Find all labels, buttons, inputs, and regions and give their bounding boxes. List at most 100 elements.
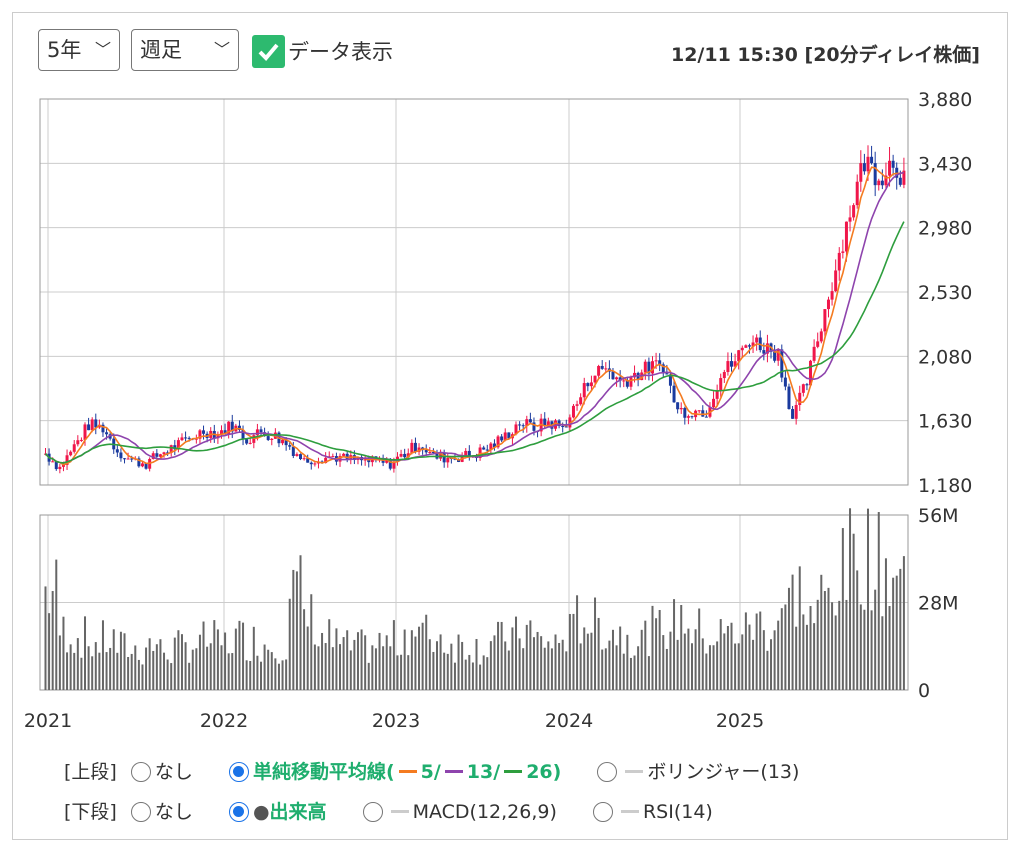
- candle-body: [259, 429, 263, 433]
- volume-bar: [511, 627, 514, 690]
- radio[interactable]: [362, 802, 383, 822]
- volume-bar: [392, 620, 395, 690]
- candle-body: [137, 458, 141, 467]
- volume-bar: [859, 604, 862, 690]
- volume-bar: [856, 570, 859, 690]
- candle-body: [385, 458, 389, 463]
- volume-bar: [374, 648, 377, 690]
- macd-swatch: [390, 810, 409, 813]
- candle-body: [834, 270, 838, 292]
- volume-tick-label: 56M: [918, 505, 959, 527]
- volume-bar: [611, 629, 614, 690]
- period-select[interactable]: 5年 ﹀: [38, 29, 120, 71]
- option-label: 出来高: [269, 801, 327, 823]
- data-display-checkbox[interactable]: [252, 35, 285, 68]
- chevron-down-icon: ﹀: [94, 40, 111, 59]
- lower-volume-option[interactable]: ●出来高: [228, 801, 327, 823]
- lower-rsi-option[interactable]: RSI(14): [592, 801, 713, 823]
- volume-bar: [892, 577, 895, 690]
- upper-sma-option[interactable]: 単純移動平均線(5/13/26): [228, 761, 561, 783]
- candle-body: [58, 466, 62, 470]
- candle-body: [266, 436, 270, 440]
- sma13-label: 13/: [466, 761, 501, 783]
- volume-bar: [173, 637, 176, 690]
- lower-macd-option[interactable]: MACD(12,26,9): [362, 801, 557, 823]
- candle-body: [712, 398, 716, 408]
- sma13-line: [44, 171, 905, 464]
- volume-bar: [529, 620, 532, 690]
- candle-body: [54, 461, 58, 470]
- candle-body: [561, 426, 565, 428]
- candle-body: [453, 458, 457, 460]
- volume-bar: [98, 652, 101, 690]
- volume-bar: [479, 664, 482, 690]
- candle-body: [90, 419, 94, 431]
- volume-bar: [759, 611, 762, 690]
- volume-bar: [773, 630, 776, 690]
- radio[interactable]: [130, 802, 151, 822]
- volume-bar: [180, 634, 183, 690]
- candle-body: [392, 461, 396, 469]
- volume-bar: [716, 641, 719, 690]
- candle-body: [255, 429, 259, 436]
- volume-bar: [310, 594, 313, 690]
- candle-body: [248, 442, 252, 444]
- candle-body: [119, 452, 123, 459]
- interval-select[interactable]: 週足 ﹀: [131, 29, 239, 71]
- volume-bar: [303, 609, 306, 690]
- candle-body: [773, 351, 777, 361]
- volume-bar: [497, 621, 500, 690]
- volume-bar: [791, 574, 794, 690]
- upper-label: [上段]: [64, 761, 117, 783]
- candle-body: [187, 437, 191, 439]
- radio[interactable]: [130, 762, 151, 782]
- upper-none-option[interactable]: なし: [130, 761, 193, 783]
- candle-body: [489, 443, 493, 451]
- radio-selected[interactable]: [228, 802, 249, 822]
- candle-body: [618, 377, 622, 381]
- sma5-line: [44, 166, 905, 466]
- radio[interactable]: [597, 762, 618, 782]
- volume-bar: [669, 631, 672, 690]
- volume-bar: [119, 631, 122, 690]
- volume-bar: [238, 620, 241, 690]
- candle-body: [500, 436, 504, 441]
- volume-bar: [662, 635, 665, 690]
- lower-none-option[interactable]: なし: [130, 801, 193, 823]
- volume-bar: [518, 638, 521, 690]
- candle-body: [776, 349, 780, 361]
- radio-selected[interactable]: [228, 762, 249, 782]
- volume-bar: [644, 620, 647, 690]
- candle-body: [880, 180, 884, 186]
- radio[interactable]: [592, 802, 613, 822]
- candle-body: [514, 424, 518, 435]
- volume-bar: [813, 623, 816, 690]
- candle-body: [844, 221, 848, 252]
- volume-bar: [655, 618, 658, 690]
- candle-body: [794, 404, 798, 419]
- candle-body: [94, 419, 98, 428]
- candle-body: [166, 452, 170, 454]
- price-tick-label: 1,630: [918, 411, 972, 433]
- volume-bar: [453, 662, 456, 690]
- interval-value: 週足: [140, 38, 182, 62]
- candle-body: [61, 464, 65, 467]
- upper-bollinger-option[interactable]: ボリンジャー(13): [597, 761, 799, 783]
- volume-bar: [464, 659, 467, 690]
- option-label: 単純移動平均線(: [252, 761, 395, 783]
- volume-bar: [543, 647, 546, 690]
- volume-bar: [536, 631, 539, 690]
- candle-body: [198, 430, 202, 439]
- candle-body: [668, 374, 672, 386]
- volume-bar: [339, 644, 342, 690]
- candle-body: [413, 442, 417, 452]
- candle-body: [665, 373, 669, 375]
- volume-bar: [407, 655, 410, 690]
- volume-bar: [249, 660, 252, 690]
- candle-body: [252, 435, 256, 443]
- volume-bar: [899, 568, 902, 690]
- volume-bar: [734, 643, 737, 690]
- candle-body: [76, 440, 80, 445]
- candle-body: [428, 451, 432, 453]
- volume-bar: [364, 635, 367, 690]
